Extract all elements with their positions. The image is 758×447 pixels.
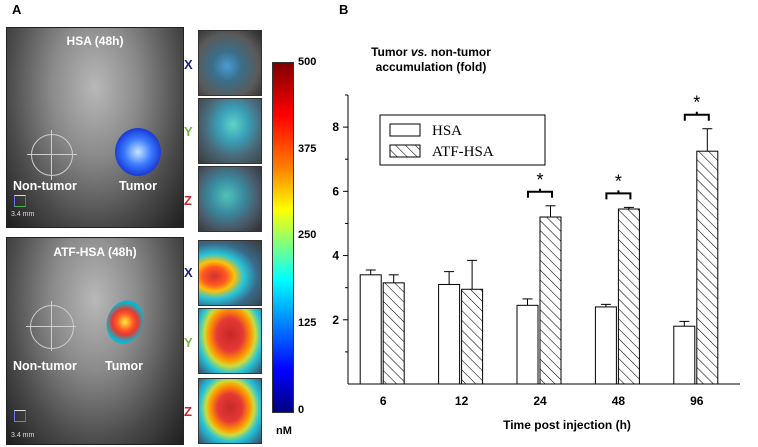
atf-scale-text: 3.4 mm	[11, 432, 35, 439]
bar-atf-hsa-48	[617, 208, 640, 385]
non-tumor-roi-circle	[31, 134, 73, 176]
axis-label-x-bottom: X	[184, 265, 193, 280]
thumb-atf-x	[198, 240, 262, 306]
thumb-atf-y	[198, 308, 262, 374]
chart-title-pre: Tumor	[371, 45, 411, 59]
thumb-atf-z	[198, 378, 262, 444]
roi-crosshair-v	[51, 130, 52, 180]
x-tick-label-6: 6	[380, 394, 387, 408]
x-tick-label-12: 12	[455, 394, 469, 408]
colorbar-unit: nM	[276, 425, 292, 437]
hsa-scan-title: HSA (48h)	[66, 34, 124, 48]
orientation-icon-2	[14, 410, 26, 422]
legend-label-atf-hsa: ATF-HSA	[432, 144, 494, 160]
axis-label-y-top: Y	[184, 124, 193, 139]
significance-bracket-24	[527, 188, 553, 198]
colorbar-tick-0: 0	[298, 404, 305, 416]
chart-title-post: non-tumor	[427, 45, 491, 59]
axis-label-z-bottom: Z	[184, 404, 192, 419]
bar-hsa-12	[438, 283, 461, 385]
colorbar-tick-125: 125	[298, 317, 317, 329]
y-tick-label-8: 8	[332, 120, 339, 134]
bar-atf-hsa-96	[696, 150, 719, 385]
bar-hsa-96	[673, 325, 696, 385]
roi-crosshair-v-2	[51, 301, 52, 351]
y-tick-label-2: 2	[332, 313, 339, 327]
legend-swatch-atf-hsa	[389, 144, 421, 158]
axis-label-z-top: Z	[184, 193, 192, 208]
hsa-scale-text: 3.4 mm	[11, 211, 35, 218]
significance-star-96: *	[693, 93, 700, 113]
axis-label-x-top: X	[184, 57, 193, 72]
colorbar-tick-375: 375	[298, 143, 317, 155]
axis-label-y-bottom: Y	[184, 335, 193, 350]
colorbar-tick-250: 250	[298, 229, 317, 241]
hsa-scan-image: HSA (48h) Non-tumor Tumor 3.4 mm	[6, 27, 184, 228]
roi-crosshair-h	[27, 154, 77, 155]
legend-swatch-hsa	[389, 123, 421, 137]
significance-star-24: *	[536, 170, 543, 190]
atf-tumor-label: Tumor	[105, 359, 143, 373]
thumb-hsa-y	[198, 98, 262, 164]
x-tick-label-48: 48	[612, 394, 626, 408]
bar-atf-hsa-12	[461, 288, 484, 385]
significance-bracket-96	[683, 111, 710, 121]
colorbar-tick-500: 500	[298, 56, 317, 68]
significance-bracket-48	[605, 190, 632, 200]
bar-hsa-24	[516, 304, 539, 385]
atf-hsa-scan-image: ATF-HSA (48h) Non-tumor Tumor 3.4 mm	[6, 237, 184, 445]
atf-non-tumor-label: Non-tumor	[13, 359, 77, 373]
chart-title: Tumor vs. non-tumor accumulation (fold)	[356, 45, 506, 75]
y-tick-label-4: 4	[332, 249, 339, 263]
panel-b-label: B	[339, 2, 349, 17]
x-tick-label-24: 24	[533, 394, 547, 408]
thumb-hsa-x	[198, 30, 262, 96]
chart-title-line2: accumulation (fold)	[375, 60, 487, 74]
bar-atf-hsa-24	[539, 216, 562, 385]
chart-title-em: vs.	[410, 45, 428, 59]
bar-hsa-48	[594, 306, 617, 385]
bar-atf-hsa-6	[382, 282, 405, 385]
y-tick-label-6: 6	[332, 184, 339, 198]
significance-star-48: *	[615, 171, 622, 191]
non-tumor-roi-circle-2	[30, 305, 74, 349]
bar-hsa-6	[359, 274, 382, 385]
thumb-hsa-z	[198, 166, 262, 232]
panel-a-label: A	[12, 2, 22, 17]
hsa-non-tumor-label: Non-tumor	[13, 179, 77, 193]
x-axis-label: Time post injection (h)	[503, 418, 631, 432]
tumor-signal-blob	[115, 128, 161, 176]
orientation-icon	[14, 195, 26, 207]
atf-hsa-scan-title: ATF-HSA (48h)	[53, 245, 137, 259]
tumor-signal-blob-2	[100, 295, 150, 349]
hsa-tumor-label: Tumor	[119, 179, 157, 193]
x-tick-label-96: 96	[690, 394, 704, 408]
legend-label-hsa: HSA	[432, 123, 462, 139]
colorbar	[272, 62, 294, 413]
